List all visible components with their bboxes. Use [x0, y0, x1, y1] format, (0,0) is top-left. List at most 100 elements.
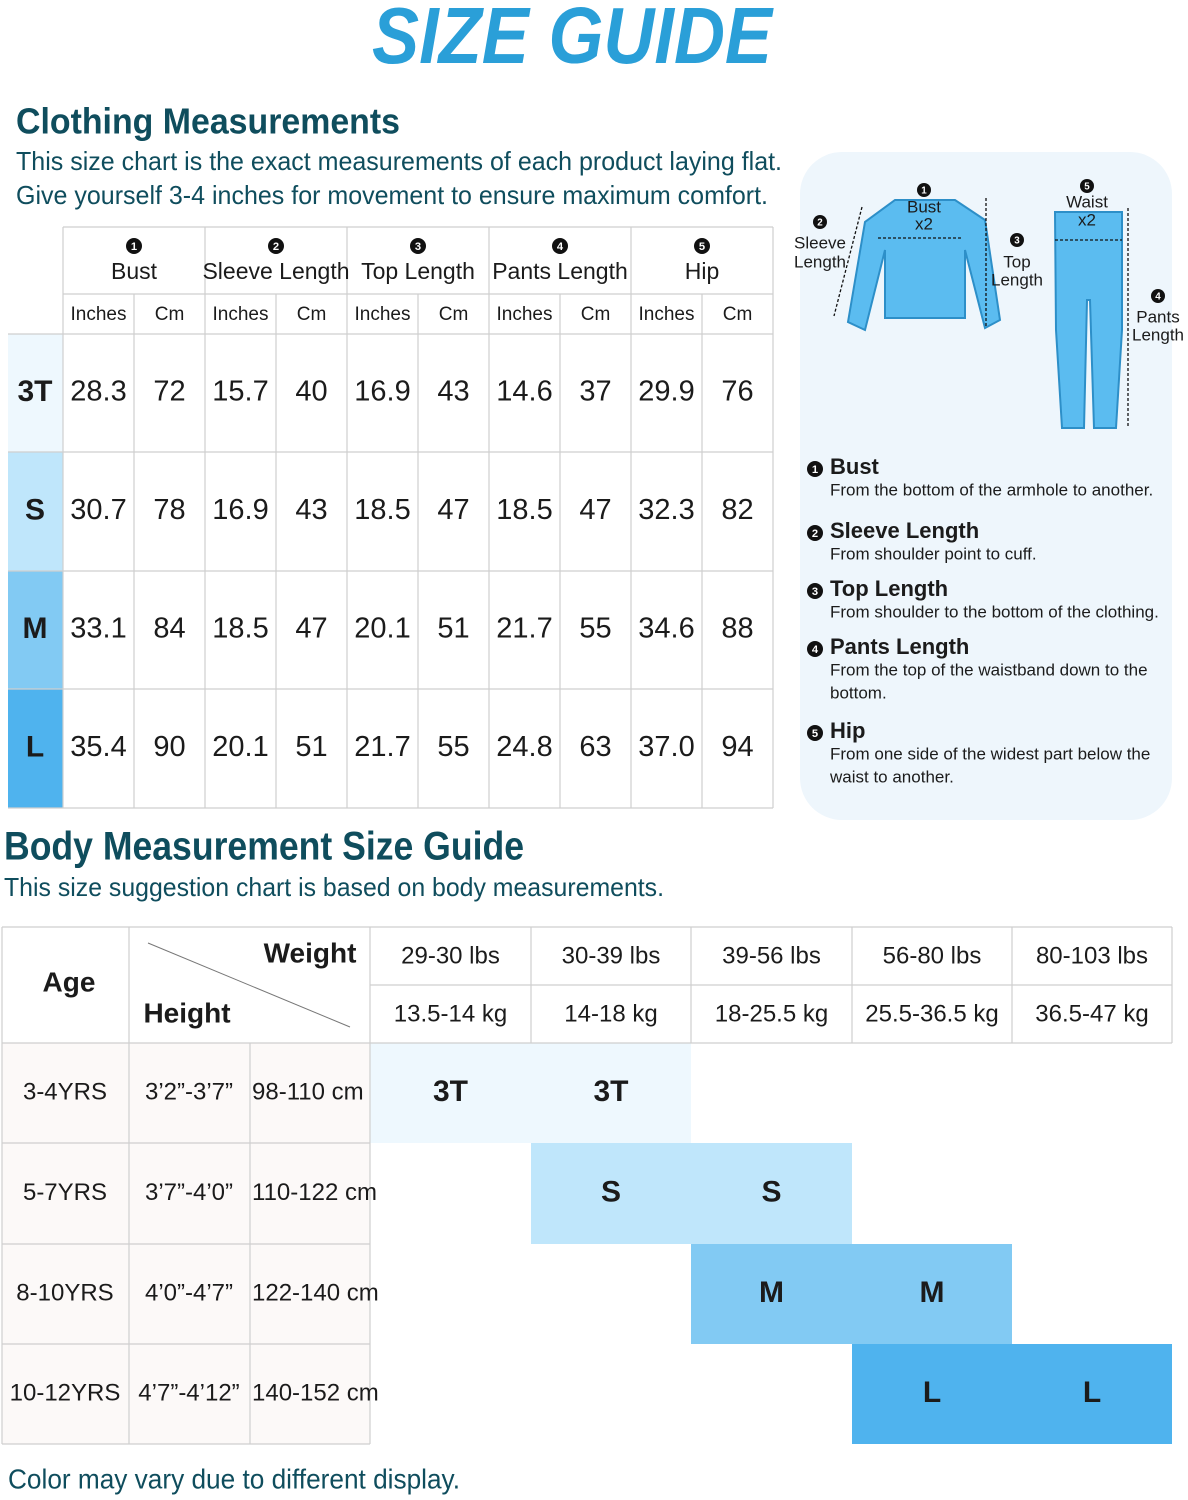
section-heading: Body Measurement Size Guide — [4, 825, 524, 869]
weight-lbs: 80-103 lbs — [1036, 942, 1148, 969]
top-illustration — [846, 199, 1002, 332]
legend-desc: From shoulder to the bottom of the cloth… — [830, 602, 1159, 621]
measurement: 21.7 — [354, 731, 410, 763]
size-suggestion: S — [761, 1175, 781, 1208]
diagram-label: Top — [1003, 252, 1030, 271]
measurement: 37 — [579, 376, 611, 408]
measurement: 55 — [579, 613, 611, 645]
size-suggestion: 3T — [433, 1075, 468, 1108]
measurement: 63 — [579, 731, 611, 763]
weight-lbs: 30-39 lbs — [562, 942, 661, 969]
measurement: 18.5 — [496, 494, 552, 526]
number-badge — [807, 461, 823, 477]
age-cell: 3-4YRS — [23, 1078, 107, 1105]
diagram-label: Length — [991, 270, 1043, 289]
measurement: 29.9 — [638, 376, 694, 408]
legend-name: Hip — [830, 718, 865, 743]
height-in-cell: 4’0”-4’7” — [145, 1279, 233, 1306]
column-header: Pants Length — [492, 258, 628, 284]
badge-number: 5 — [1084, 182, 1090, 193]
badge-number: 3 — [415, 241, 421, 253]
weight-kg: 13.5-14 kg — [394, 1000, 507, 1027]
age-cell: 8-10YRS — [16, 1279, 113, 1306]
legend-name: Top Length — [830, 576, 948, 601]
intro-line: Give yourself 3-4 inches for movement to… — [16, 180, 768, 210]
diagram-label: Length — [794, 252, 846, 271]
weight-kg: 25.5-36.5 kg — [865, 1000, 998, 1027]
unit-header: Cm — [439, 304, 469, 325]
unit-header: Inches — [71, 304, 127, 325]
size-suggestion: L — [1083, 1376, 1101, 1409]
measurement: 30.7 — [70, 494, 126, 526]
measurement: 15.7 — [212, 376, 268, 408]
measurement: 40 — [295, 376, 327, 408]
measurement: 88 — [721, 613, 753, 645]
measurement: 76 — [721, 376, 753, 408]
size-suggestion: 3T — [593, 1075, 628, 1108]
size-band — [531, 1143, 852, 1244]
measure-line — [833, 206, 863, 317]
diagram-label: x2 — [915, 214, 933, 233]
badge-number: 2 — [273, 241, 279, 253]
legend-desc: waist to another. — [829, 767, 954, 786]
size-label: 3T — [17, 375, 52, 408]
header-label: Age — [43, 966, 96, 997]
height-cm-cell: 122-140 cm — [252, 1279, 379, 1306]
intro-line: This size chart is the exact measurement… — [16, 146, 782, 176]
measurement: 16.9 — [354, 376, 410, 408]
badge-number: 3 — [812, 586, 818, 598]
measurement: 37.0 — [638, 731, 694, 763]
measurement: 90 — [153, 731, 185, 763]
measurement: 51 — [295, 731, 327, 763]
measurement: 18.5 — [212, 613, 268, 645]
badge-number: 3 — [1014, 236, 1020, 247]
measurement: 43 — [295, 494, 327, 526]
size-suggestion: S — [601, 1175, 621, 1208]
legend-desc: From shoulder point to cuff. — [830, 544, 1037, 563]
number-badge — [917, 183, 931, 197]
age-cell: 5-7YRS — [23, 1179, 107, 1206]
column-header: Bust — [111, 258, 158, 284]
measurement: 21.7 — [496, 613, 552, 645]
height-in-cell: 4’7”-4’12” — [138, 1379, 239, 1406]
diagram-label: Bust — [907, 197, 941, 216]
measurement: 18.5 — [354, 494, 410, 526]
badge-number: 5 — [812, 728, 818, 740]
diagram-label: Pants — [1136, 307, 1179, 326]
measurement: 82 — [721, 494, 753, 526]
unit-header: Inches — [639, 304, 695, 325]
measurement: 28.3 — [70, 376, 126, 408]
measurement: 47 — [437, 494, 469, 526]
weight-lbs: 56-80 lbs — [883, 942, 982, 969]
measurement: 24.8 — [496, 731, 552, 763]
number-badge — [807, 725, 823, 741]
number-badge — [552, 238, 568, 254]
unit-header: Inches — [497, 304, 553, 325]
legend-desc: From the top of the waistband down to th… — [830, 660, 1148, 679]
number-badge — [807, 583, 823, 599]
column-header: Hip — [685, 258, 720, 284]
section-heading: Clothing Measurements — [16, 101, 400, 142]
number-badge — [1080, 179, 1094, 193]
weight-kg: 18-25.5 kg — [715, 1000, 828, 1027]
measurement: 94 — [721, 731, 753, 763]
measurement: 47 — [579, 494, 611, 526]
measurement: 84 — [153, 613, 185, 645]
measurement: 33.1 — [70, 613, 126, 645]
size-suggestion: M — [920, 1276, 945, 1309]
size-cell — [8, 571, 63, 689]
measurement: 72 — [153, 376, 185, 408]
badge-number: 5 — [699, 241, 705, 253]
badge-number: 2 — [817, 218, 823, 229]
size-band — [370, 1043, 691, 1143]
weight-kg: 14-18 kg — [564, 1000, 657, 1027]
unit-header: Inches — [213, 304, 269, 325]
header-label: Height — [143, 997, 230, 1028]
size-label: S — [25, 493, 45, 526]
measurement: 55 — [437, 731, 469, 763]
weight-kg: 36.5-47 kg — [1035, 1000, 1148, 1027]
unit-header: Cm — [297, 304, 327, 325]
diagonal-line — [147, 942, 351, 1028]
badge-number: 1 — [131, 241, 137, 253]
